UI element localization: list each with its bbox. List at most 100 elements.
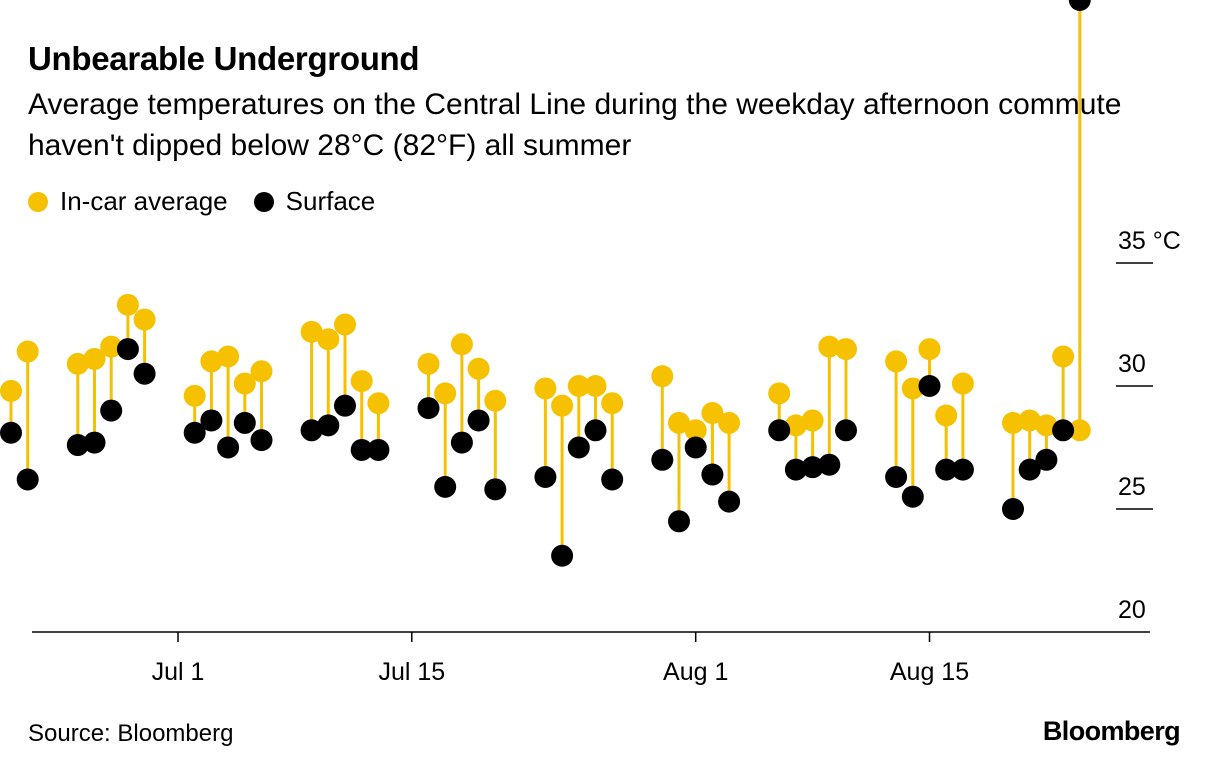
surface-point [16, 468, 39, 491]
in-car-point [217, 345, 240, 368]
surface-point [133, 362, 156, 385]
in-car-point [601, 392, 624, 415]
in-car-point [317, 328, 340, 351]
in-car-point [83, 347, 106, 370]
in-car-point [584, 375, 607, 397]
surface-point [651, 448, 674, 471]
in-car-point [1018, 409, 1041, 432]
surface-point [951, 458, 974, 481]
surface-point [885, 466, 908, 489]
in-car-point [818, 335, 841, 358]
in-car-point [684, 419, 707, 442]
in-car-point [1052, 345, 1075, 368]
surface-point [718, 490, 741, 513]
in-car-point [718, 411, 741, 434]
surface-point [116, 338, 139, 361]
x-tick-label: Aug 15 [890, 658, 969, 686]
surface-point [484, 478, 507, 501]
source-note: Source: Bloomberg [28, 720, 234, 747]
surface-point [217, 436, 240, 459]
surface-point [818, 453, 841, 476]
surface-point [467, 409, 490, 432]
surface-point [66, 434, 89, 457]
in-car-point [450, 333, 473, 356]
in-car-point [183, 384, 206, 407]
surface-point [434, 475, 457, 498]
in-car-point [668, 411, 690, 434]
surface-point [584, 419, 607, 442]
surface-point [784, 458, 807, 481]
in-car-point [350, 370, 373, 393]
surface-point [567, 436, 590, 459]
surface-point [183, 421, 206, 444]
in-car-point [951, 372, 974, 395]
in-car-point [918, 338, 941, 361]
y-tick-label: 25 [1118, 473, 1146, 501]
in-car-point [417, 352, 440, 375]
in-car-point [784, 414, 807, 437]
surface-point [350, 438, 373, 461]
in-car-point [0, 379, 22, 402]
surface-point [450, 431, 473, 454]
in-car-point [801, 409, 824, 432]
y-tick-label: 30 [1118, 350, 1146, 378]
surface-point [768, 419, 791, 442]
x-tick-label: Jul 1 [152, 658, 205, 686]
in-car-point [116, 293, 139, 316]
legend: In-car average Surface [28, 186, 401, 217]
in-car-point [367, 392, 390, 415]
surface-point [601, 468, 624, 491]
legend-item-in-car: In-car average [28, 186, 228, 217]
x-tick-label: Aug 1 [663, 658, 728, 686]
in-car-point [551, 394, 574, 417]
in-car-point [16, 340, 39, 363]
legend-item-surface: Surface [253, 186, 376, 217]
surface-point [668, 510, 690, 533]
in-car-point [835, 338, 857, 361]
legend-swatch-in-car [28, 191, 48, 212]
surface-point [1018, 458, 1041, 481]
in-car-point [885, 350, 908, 373]
surface-point [0, 421, 22, 444]
in-car-point [334, 313, 356, 336]
in-car-point [434, 382, 457, 405]
in-car-point [1002, 411, 1024, 434]
in-car-point [1035, 414, 1058, 437]
x-tick-label: Jul 15 [378, 658, 445, 686]
in-car-point [1068, 419, 1091, 442]
surface-point [1052, 419, 1075, 442]
in-car-point [768, 382, 791, 405]
chart-title: Unbearable Underground [28, 40, 420, 77]
surface-point [300, 419, 323, 442]
surface-point [317, 414, 340, 437]
in-car-point [651, 365, 674, 388]
in-car-point [300, 320, 323, 343]
surface-point [534, 466, 557, 489]
surface-point [701, 463, 724, 486]
in-car-point [901, 377, 924, 400]
in-car-point [534, 377, 557, 400]
in-car-point [133, 308, 156, 331]
in-car-point [200, 350, 223, 373]
in-car-point [935, 404, 958, 427]
in-car-point [467, 357, 490, 380]
surface-point [1035, 448, 1058, 471]
surface-point [200, 409, 223, 432]
legend-label-surface: Surface [285, 186, 376, 216]
chart-subtitle: Average temperatures on the Central Line… [28, 88, 1122, 162]
y-tick-label: 20 [1118, 596, 1146, 624]
y-tick-label: 35 °C [1118, 227, 1181, 255]
surface-point [1002, 498, 1024, 520]
surface-point [901, 485, 924, 508]
legend-label-in-car: In-car average [60, 186, 228, 216]
in-car-point [250, 360, 273, 383]
surface-point [1068, 0, 1091, 11]
legend-swatch-surface [253, 191, 274, 212]
surface-point [551, 544, 574, 567]
in-car-point [66, 352, 89, 375]
bloomberg-logo: Bloomberg [1042, 716, 1181, 746]
in-car-point [233, 372, 256, 395]
surface-point [250, 429, 273, 452]
surface-point [684, 436, 707, 459]
